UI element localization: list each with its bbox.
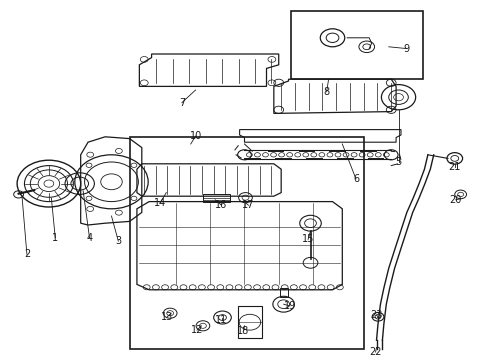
Text: 22: 22 xyxy=(368,347,381,357)
Text: 18: 18 xyxy=(237,326,249,336)
Text: 12: 12 xyxy=(190,325,203,335)
Bar xyxy=(290,11,422,79)
Text: 17: 17 xyxy=(242,200,254,210)
Text: 4: 4 xyxy=(86,233,92,243)
Text: 3: 3 xyxy=(115,236,121,246)
Text: 8: 8 xyxy=(323,87,329,97)
Text: 16: 16 xyxy=(215,200,227,210)
Text: 13: 13 xyxy=(161,312,173,322)
Text: 9: 9 xyxy=(403,44,409,54)
Text: 2: 2 xyxy=(24,249,30,259)
Text: 14: 14 xyxy=(153,198,166,208)
Text: 20: 20 xyxy=(448,195,461,205)
Text: 10: 10 xyxy=(189,131,202,141)
Bar xyxy=(238,306,261,338)
Text: 11: 11 xyxy=(215,315,227,325)
Text: 23: 23 xyxy=(369,310,382,320)
Text: 15: 15 xyxy=(301,234,314,244)
Text: 7: 7 xyxy=(179,98,184,108)
Text: 21: 21 xyxy=(447,162,460,172)
Bar xyxy=(279,288,287,297)
Text: 6: 6 xyxy=(352,174,358,184)
Text: 19: 19 xyxy=(283,301,296,311)
Bar xyxy=(129,137,364,349)
Text: 1: 1 xyxy=(52,233,58,243)
Text: 5: 5 xyxy=(395,157,401,167)
Bar xyxy=(203,194,229,202)
